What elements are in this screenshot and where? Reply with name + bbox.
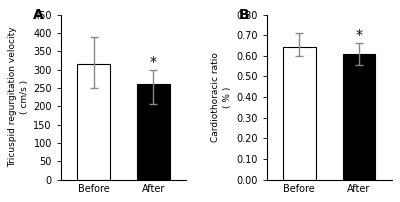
Y-axis label: Cardiothoracic ratio
( % ): Cardiothoracic ratio ( % ) [211, 52, 232, 142]
Text: *: * [150, 55, 157, 69]
Bar [342, 54, 375, 180]
Bar [137, 84, 170, 180]
Bar [77, 64, 110, 180]
Y-axis label: Tricuspid regurgitation velocity
( cm/s ): Tricuspid regurgitation velocity ( cm/s … [8, 27, 29, 167]
Bar [283, 46, 316, 180]
Text: A: A [34, 8, 44, 22]
Text: *: * [355, 28, 362, 42]
Text: B: B [239, 8, 250, 22]
